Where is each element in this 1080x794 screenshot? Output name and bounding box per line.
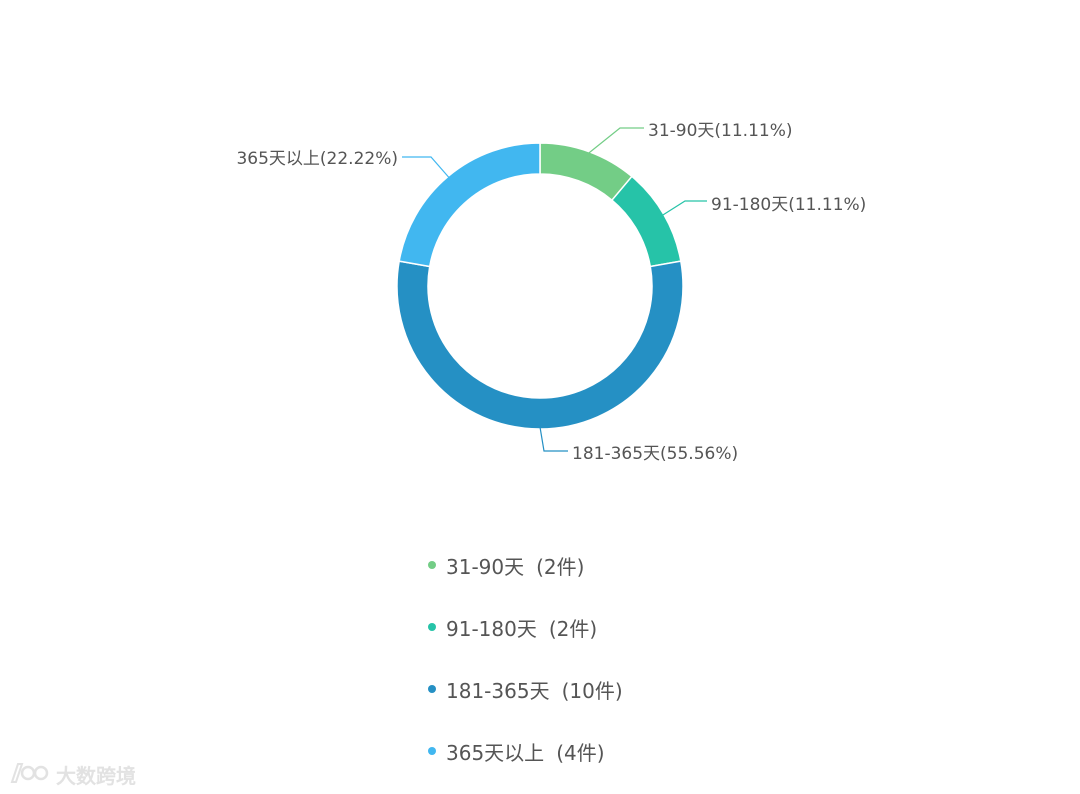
label-leader-line	[587, 127, 644, 154]
legend-dot-icon	[428, 685, 436, 693]
label-leader-line	[661, 200, 707, 216]
legend-dot-icon	[428, 623, 436, 631]
legend-item[interactable]: 91-180天 (2件)	[428, 596, 623, 658]
slice-label: 181-365天(55.56%)	[572, 444, 738, 464]
legend-item[interactable]: 365天以上 (4件)	[428, 720, 623, 782]
legend-count: (4件)	[556, 740, 605, 765]
legend-label: 91-180天	[446, 616, 537, 641]
label-leader-line	[539, 426, 568, 452]
watermark-text: 大数跨境	[56, 763, 136, 788]
watermark: 大数跨境	[8, 756, 136, 792]
legend-count: (2件)	[536, 554, 585, 579]
donut-slice[interactable]	[610, 175, 682, 268]
legend-dot-icon	[428, 561, 436, 569]
legend-count: (10件)	[561, 678, 623, 703]
legend-label: 365天以上	[446, 740, 545, 765]
legend-item[interactable]: 31-90天 (2件)	[428, 534, 623, 596]
legend-label: 181-365天	[446, 678, 550, 703]
legend-item[interactable]: 181-365天 (10件)	[428, 658, 623, 720]
watermark-logo-icon	[10, 763, 49, 783]
legend-label: 31-90天	[446, 554, 525, 579]
legend-dot-icon	[428, 747, 436, 755]
donut-chart: 31-90天(11.11%) 91-180天(11.11%) 181-365天(55…	[236, 121, 866, 464]
slice-label: 365天以上(22.22%)	[236, 149, 398, 169]
donut-slice[interactable]	[396, 260, 684, 430]
donut-slice[interactable]	[539, 142, 633, 202]
legend-count: (2件)	[548, 616, 598, 641]
slice-label: 31-90天(11.11%)	[648, 121, 792, 141]
label-leader-line	[402, 156, 450, 179]
donut-slice[interactable]	[398, 142, 541, 268]
slice-label: 91-180天(11.11%)	[711, 195, 866, 215]
chart-legend: 31-90天 (2件) 91-180天 (2件) 181-365天 (10件) …	[428, 534, 623, 782]
